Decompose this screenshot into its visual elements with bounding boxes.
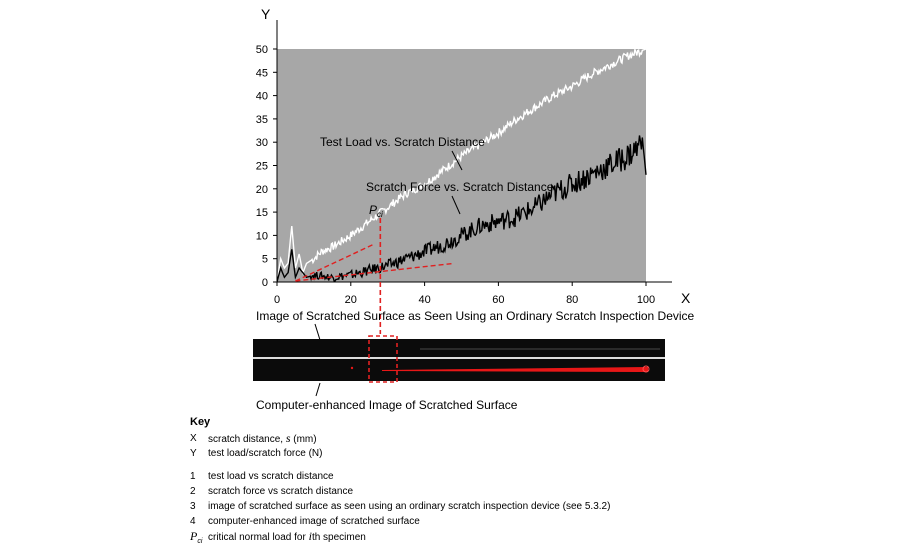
enhanced-scratch-trace <box>382 367 648 372</box>
test-load-arrow <box>451 150 463 171</box>
key-text: scratch distance, s (mm) <box>208 431 317 445</box>
critical-region-box <box>368 335 398 383</box>
caption-top-arrow <box>314 323 321 341</box>
key-row-y: Y test load/scratch force (N) <box>190 446 610 461</box>
key-text: test load vs scratch distance <box>208 471 334 482</box>
critical-load-overlay <box>295 218 455 334</box>
pc-label: Pci <box>369 203 383 219</box>
key-text: scratch force vs scratch distance <box>208 486 354 497</box>
y-tick-label: 50 <box>256 44 268 56</box>
pc-subscript: ci <box>377 210 383 219</box>
key-text: image of scratched surface as seen using… <box>208 501 611 512</box>
key-code: 1 <box>190 471 196 482</box>
key-code-pc: Pci <box>190 529 203 545</box>
y-tick-label: 15 <box>256 207 268 219</box>
y-tick-label: 20 <box>256 184 268 196</box>
key-text: test load/scratch force (N) <box>208 448 323 459</box>
top-image-caption: Image of Scratched Surface as Seen Using… <box>256 309 695 323</box>
caption-bottom-arrow <box>315 382 321 397</box>
y-tick-label: 30 <box>256 137 268 149</box>
key-row-pc: Pci critical normal load for ith specime… <box>190 529 610 545</box>
key-row-3: 3 image of scratched surface as seen usi… <box>190 499 610 514</box>
x-tick-label: 100 <box>637 294 655 306</box>
series-lines <box>276 46 647 283</box>
y-tick-label: 0 <box>262 277 268 289</box>
y-tick-label: 40 <box>256 91 268 103</box>
key-code: X <box>190 433 197 444</box>
y-tick-label: 5 <box>262 254 268 266</box>
axis-ticks: 0 20 40 60 80 100 0 5 10 15 20 25 30 35 40 45 50 <box>256 44 655 306</box>
y-tick-label: 45 <box>256 67 268 79</box>
x-axis-letter: X <box>681 290 691 306</box>
key-row-1: 1 test load vs scratch distance <box>190 469 610 484</box>
series-line-1 <box>276 46 647 283</box>
scratch-start-dot <box>350 366 354 370</box>
scratched-surface-images <box>253 339 665 381</box>
key-text: computer-enhanced image of scratched sur… <box>208 516 420 527</box>
key-row-4: 4 computer-enhanced image of scratched s… <box>190 514 610 529</box>
bottom-image-caption: Computer-enhanced Image of Scratched Sur… <box>256 398 518 412</box>
key-code: 3 <box>190 501 196 512</box>
scratch-end-mark <box>642 365 650 373</box>
key-code: 2 <box>190 486 196 497</box>
x-tick-label: 0 <box>274 294 280 306</box>
key-code: Y <box>190 448 197 459</box>
key-code: 4 <box>190 516 196 527</box>
key-text: critical normal load for ith specimen <box>208 529 366 543</box>
image-divider <box>253 357 665 359</box>
pc-symbol: P <box>369 203 377 217</box>
scratch-force-arrow <box>451 195 461 215</box>
zoom-line-lower <box>295 262 455 282</box>
x-tick-label: 40 <box>418 294 430 306</box>
key-row-2: 2 scratch force vs scratch distance <box>190 484 610 499</box>
key-heading: Key <box>190 416 211 428</box>
scratch-force-annotation: Scratch Force vs. Scratch Distance <box>366 180 554 194</box>
key-row-x: X scratch distance, s (mm) <box>190 431 610 446</box>
y-tick-label: 25 <box>256 161 268 173</box>
y-tick-label: 10 <box>256 230 268 242</box>
test-load-annotation: Test Load vs. Scratch Distance <box>320 135 485 149</box>
y-tick-label: 35 <box>256 114 268 126</box>
series-line-2 <box>276 135 647 283</box>
x-tick-label: 60 <box>492 294 504 306</box>
y-axis-letter: Y <box>261 6 271 22</box>
x-tick-label: 80 <box>566 294 578 306</box>
figure-key: Key X scratch distance, s (mm) Y test lo… <box>190 415 610 545</box>
zoom-line-upper <box>295 243 375 282</box>
x-tick-label: 20 <box>345 294 357 306</box>
